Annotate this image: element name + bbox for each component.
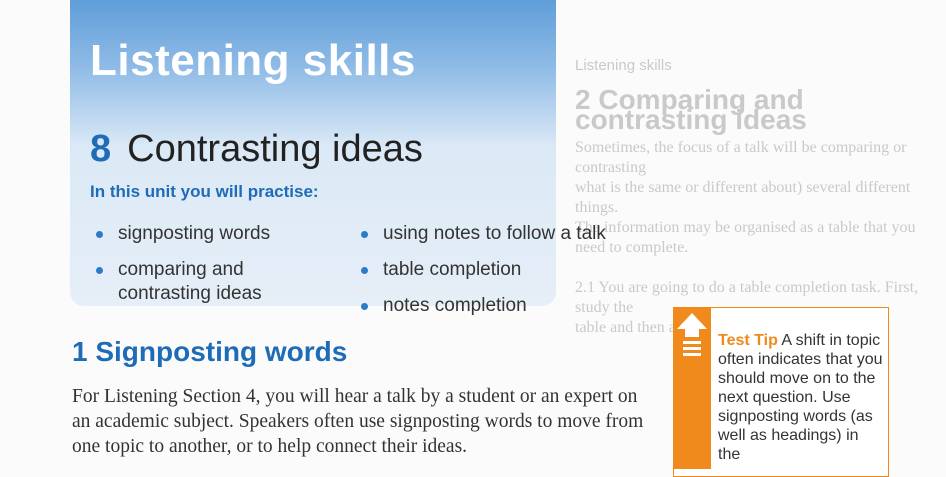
bullet-list: using notes to follow a talk table comple… [355, 222, 615, 330]
ghost-line: The information may be organised as a ta… [575, 219, 916, 256]
ghost-line: 2.1 You are going to do a table completi… [575, 279, 919, 316]
bleed-through-text: Listening skills 2 Comparing and contras… [575, 56, 946, 338]
unit-heading: 8 Contrasting ideas [90, 128, 423, 171]
tip-body: A shift in topic often indicates that yo… [718, 332, 883, 463]
unit-number: 8 [90, 128, 112, 170]
ghost-line: what is the same or different about) sev… [575, 179, 911, 216]
paragraph-line: one topic to another, or to help connect… [72, 436, 468, 457]
ghost-line [575, 258, 946, 278]
paragraph-line: For Listening Section 4, you will hear a… [72, 386, 638, 407]
bullet: signposting words [90, 222, 340, 246]
tip-label: Test Tip [718, 332, 778, 349]
tip-text: Test Tip A shift in topic often indicate… [718, 331, 884, 464]
banner [70, 0, 556, 306]
bullet: using notes to follow a talk [355, 222, 615, 246]
tip-icon [673, 307, 711, 469]
section-title: 1 Signposting words [72, 336, 348, 367]
ghost-line: Sometimes, the focus of a talk will be c… [575, 139, 907, 176]
intro: In this unit you will practise: [90, 182, 319, 201]
ghost-header: Listening skills [575, 57, 672, 74]
bullet: comparing and contrasting ideas [90, 258, 340, 306]
unit-title: Contrasting ideas [127, 128, 423, 170]
bullet-list: signposting words comparing and contrasti… [90, 222, 340, 318]
bullet: table completion [355, 258, 615, 282]
bullet: notes completion [355, 294, 615, 318]
arrow-icon [677, 313, 707, 356]
page-title: Listening skills [90, 36, 416, 85]
paragraph: For Listening Section 4, you will hear a… [72, 384, 643, 459]
paragraph-line: an academic subject. Speakers often use … [72, 411, 644, 432]
ghost-title: 2 Comparing and contrasting ideas [575, 84, 807, 135]
